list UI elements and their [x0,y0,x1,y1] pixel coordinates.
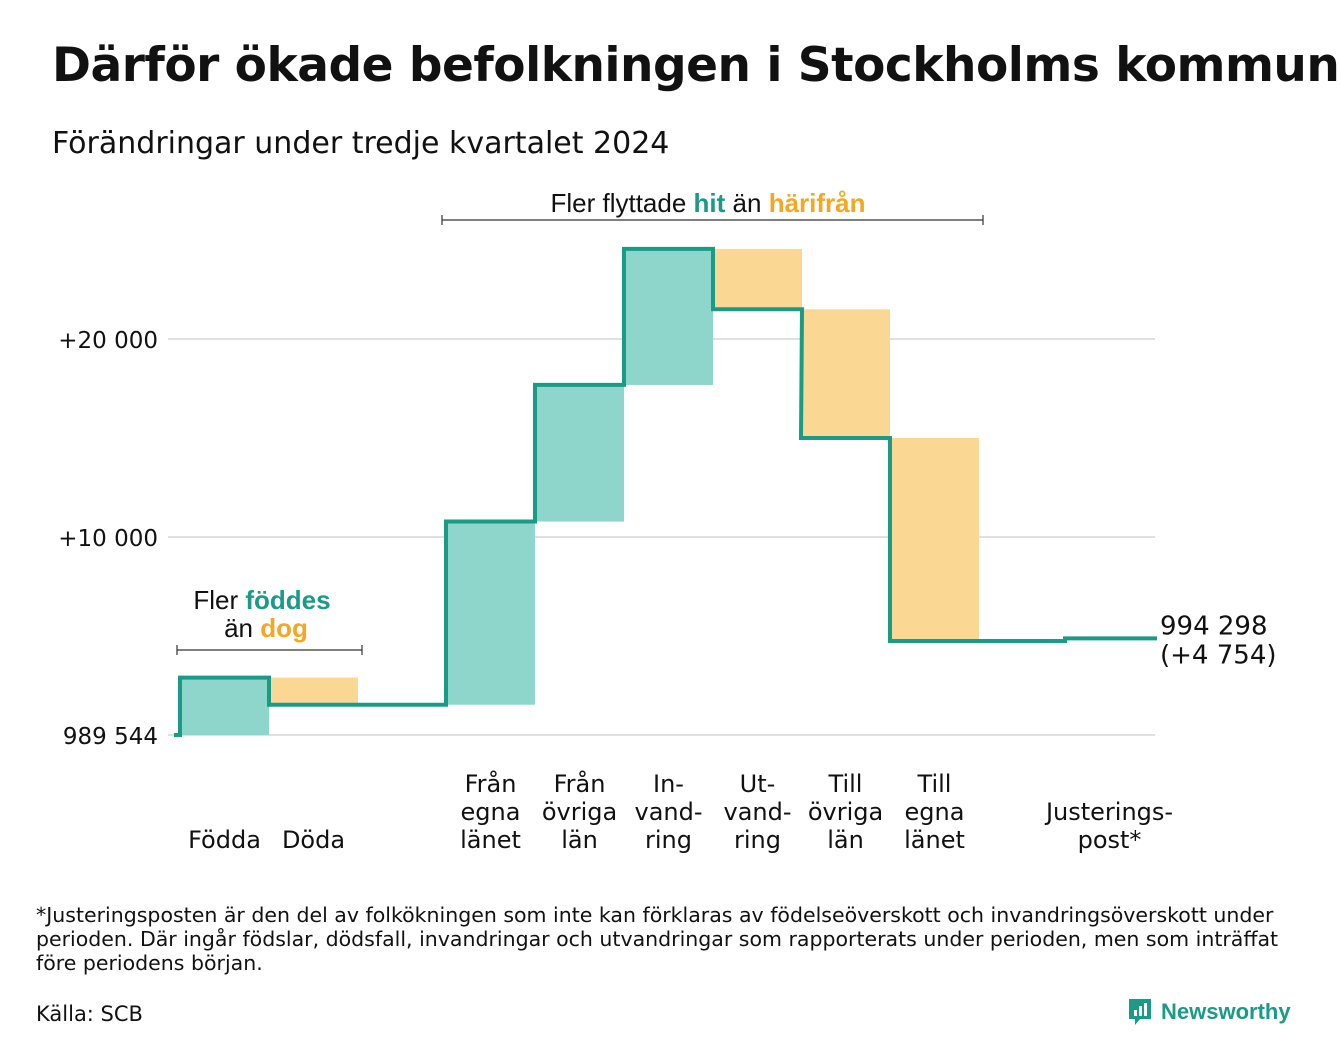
x-axis-label: Från [465,769,517,798]
births-annotation: Fler föddes än dog [176,585,363,655]
y-tick-label: +20 000 [58,328,158,354]
footnote: *Justeringsposten är den del av folkökni… [36,903,1279,975]
x-axis-label: Från [554,769,606,798]
total-value-label: 994 298 [1160,611,1268,641]
x-axis-label: Till [917,770,952,798]
x-axis-label: län [561,826,598,854]
migration-annotation-hit: hit [694,188,726,218]
x-axis-label: länet [904,826,965,854]
migration-bracket [441,215,984,225]
decrease-bar [801,309,890,438]
increase-bar [180,677,269,735]
newsworthy-logo-text: Newsworthy [1161,999,1291,1024]
cumulative-step-line [174,246,1157,737]
x-axis-label: In- [653,770,684,798]
migration-annotation: Fler flyttade hit än härifrån [441,188,984,225]
x-axis-label: övriga [542,798,617,826]
births-annotation-prefix2: än [224,613,260,643]
x-axis-label: vand- [634,798,702,826]
waterfall-line [174,246,1157,737]
source-label: Källa: SCB [36,1002,143,1026]
x-axis-labels: Födda DödaFrånegnalänetFrånövrigalänIn-va… [188,769,1173,854]
decrease-bar [713,248,802,310]
x-axis-label: övriga [808,798,883,826]
svg-text:Fler flyttade hit än härifrån: Fler flyttade hit än härifrån [550,188,865,218]
chart-subtitle: Förändringar under tredje kvartalet 2024 [52,126,670,161]
x-axis-label: ring [645,826,692,854]
x-axis-label: länet [460,826,521,854]
y-axis-labels: 989 544 +10 000 +20 000 [58,328,158,750]
migration-annotation-middle: än [725,188,768,218]
y-tick-label: 989 544 [63,724,158,750]
grid-lines [168,338,1155,736]
decrease-bar [890,438,979,641]
total-change-label: (+4 754) [1160,640,1277,670]
y-tick-label: +10 000 [58,526,158,552]
x-axis-label: Döda [282,826,345,854]
waterfall-chart: 989 544+10 000+20 000 Födda DödaFrånegnal… [58,188,1277,854]
newsworthy-logo-icon [1129,999,1151,1025]
x-axis-label: Justerings- [1044,798,1173,826]
x-axis-label: ring [734,826,781,854]
x-axis-label: post* [1078,826,1142,854]
decrease-bar [269,677,358,705]
svg-text:än dog: än dog [224,613,308,643]
x-axis-label: egna [461,798,521,826]
newsworthy-logo: Newsworthy [1127,997,1291,1027]
total-label-group: 994 298(+4 754) [1160,611,1277,670]
increase-bar [446,521,535,705]
x-axis-label: vand- [723,798,791,826]
births-bracket [176,645,363,655]
births-annotation-prefix: Fler [193,585,245,615]
x-axis-label: Ut- [740,770,776,798]
svg-text:Fler föddes: Fler föddes [193,585,330,615]
increase-bar [624,248,713,385]
migration-annotation-prefix: Fler flyttade [550,188,693,218]
increase-bar [535,384,624,522]
births-annotation-highlight2: dog [260,613,308,643]
x-axis-label: län [827,826,864,854]
x-axis-label: Födda [188,826,261,854]
x-axis-label: Till [828,770,863,798]
migration-annotation-harifran: härifrån [769,188,866,218]
chart-bars [180,248,979,735]
chart-title: Därför ökade befolkningen i Stockholms k… [52,38,1340,93]
x-axis-label: egna [905,798,965,826]
births-annotation-highlight: föddes [245,585,330,615]
